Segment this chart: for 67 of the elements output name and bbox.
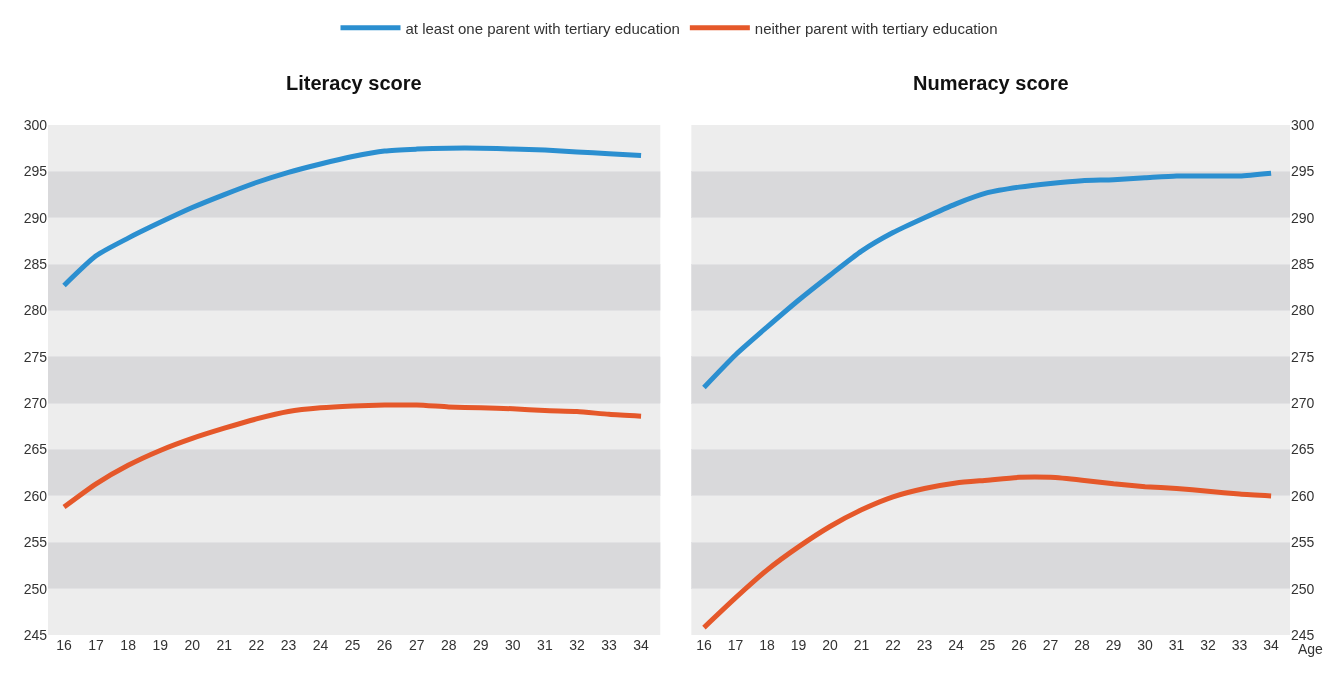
x-tick-label: 34 xyxy=(1263,637,1280,653)
y-tick-label: 245 xyxy=(23,626,48,643)
x-tick-label: 28 xyxy=(440,637,457,653)
x-axis-title: Age xyxy=(1298,641,1324,657)
y-tick-label: 250 xyxy=(23,580,48,597)
x-tick-label: 33 xyxy=(1231,637,1248,653)
y-tick-label: 255 xyxy=(1291,534,1315,551)
x-tick-label: 22 xyxy=(885,637,901,653)
y-tick-label: 255 xyxy=(23,534,48,551)
chart-title: Numeracy score xyxy=(913,72,1069,94)
y-tick-label: 300 xyxy=(23,116,48,133)
y-tick-label: 250 xyxy=(1291,580,1315,597)
x-tick-label: 25 xyxy=(344,637,361,653)
x-tick-label: 32 xyxy=(1200,637,1217,653)
x-tick-label: 23 xyxy=(916,637,933,653)
x-tick-label: 17 xyxy=(727,637,744,653)
y-tick-label: 295 xyxy=(1291,163,1315,180)
y-tick-label: 285 xyxy=(23,255,48,272)
x-tick-label: 23 xyxy=(280,637,297,653)
x-tick-label: 16 xyxy=(56,637,73,653)
legend-label: neither parent with tertiary education xyxy=(754,19,998,37)
x-tick-label: 18 xyxy=(120,637,137,653)
y-tick-label: 260 xyxy=(1291,487,1315,504)
x-tick-label: 21 xyxy=(216,637,233,653)
x-tick-label: 25 xyxy=(979,637,996,653)
chart-title: Literacy score xyxy=(286,72,422,94)
x-tick-label: 19 xyxy=(790,637,807,653)
x-tick-label: 30 xyxy=(1137,637,1154,653)
y-tick-label: 270 xyxy=(1291,395,1315,412)
x-tick-label: 24 xyxy=(948,637,965,653)
x-tick-label: 31 xyxy=(537,637,553,653)
x-tick-label: 33 xyxy=(601,637,618,653)
x-tick-label: 17 xyxy=(88,637,105,653)
x-tick-label: 16 xyxy=(696,637,712,653)
x-tick-label: 28 xyxy=(1074,637,1091,653)
x-tick-label: 32 xyxy=(569,637,585,653)
legend-label: at least one parent with tertiary education xyxy=(405,19,680,37)
x-tick-label: 27 xyxy=(1042,637,1059,653)
x-tick-label: 22 xyxy=(248,637,265,653)
x-tick-label: 26 xyxy=(376,637,393,653)
y-tick-label: 270 xyxy=(23,395,48,412)
y-tick-label: 260 xyxy=(23,487,48,504)
y-tick-label: 280 xyxy=(23,302,48,319)
y-tick-label: 300 xyxy=(1291,116,1315,133)
y-tick-label: 245 xyxy=(1291,626,1315,643)
x-tick-label: 30 xyxy=(505,637,521,653)
y-tick-label: 290 xyxy=(23,209,48,226)
x-tick-label: 26 xyxy=(1011,637,1028,653)
y-tick-label: 295 xyxy=(23,163,48,180)
y-tick-label: 265 xyxy=(1291,441,1315,458)
y-tick-label: 275 xyxy=(1291,348,1315,365)
x-tick-label: 29 xyxy=(1105,637,1122,653)
x-tick-label: 29 xyxy=(472,637,489,653)
x-tick-label: 20 xyxy=(184,637,201,653)
x-tick-label: 27 xyxy=(408,637,425,653)
y-tick-label: 275 xyxy=(23,348,48,365)
x-tick-label: 34 xyxy=(633,637,650,653)
x-tick-label: 31 xyxy=(1168,637,1185,653)
x-tick-label: 21 xyxy=(853,637,870,653)
y-tick-label: 280 xyxy=(1291,302,1315,319)
y-tick-label: 285 xyxy=(1291,255,1315,272)
y-tick-label: 265 xyxy=(23,441,48,458)
x-tick-label: 19 xyxy=(152,637,169,653)
x-tick-label: 24 xyxy=(312,637,329,653)
x-tick-label: 18 xyxy=(759,637,775,653)
y-tick-label: 290 xyxy=(1291,209,1315,226)
x-tick-label: 20 xyxy=(822,637,838,653)
